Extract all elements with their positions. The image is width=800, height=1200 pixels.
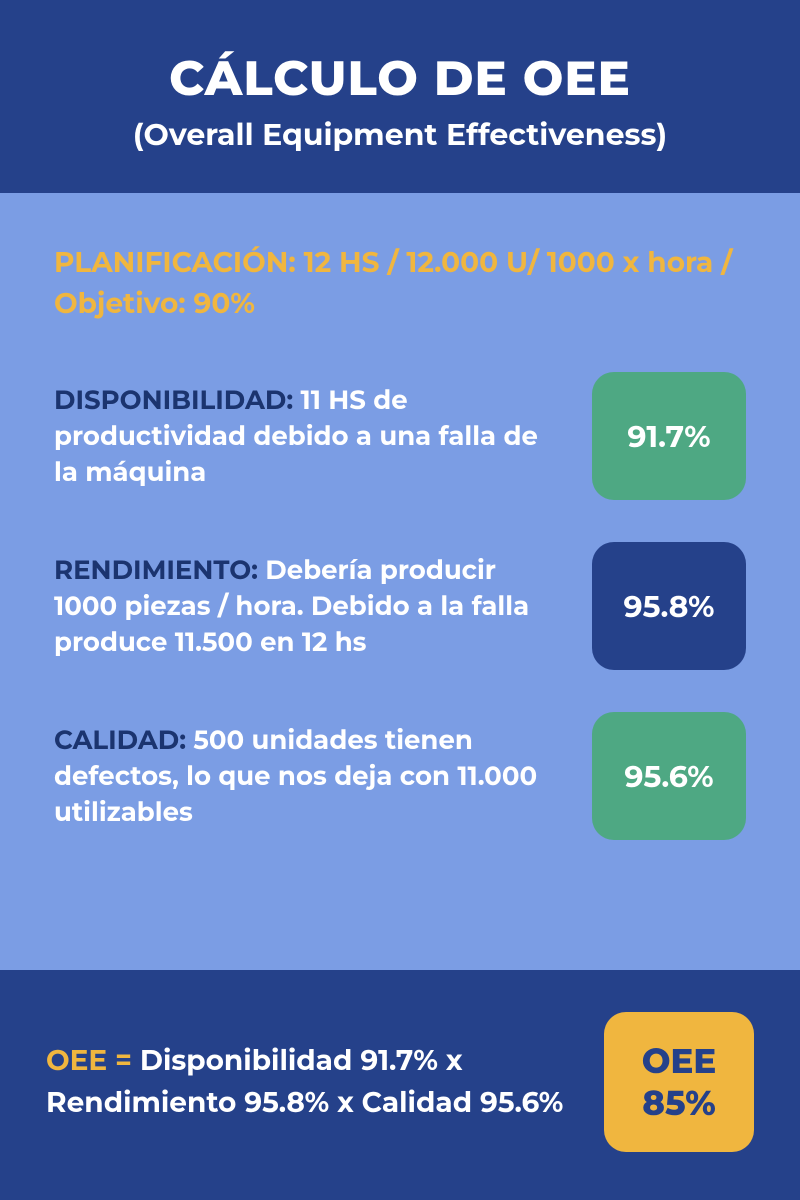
metric-availability: DISPONIBILIDAD: 11 HS de productividad d… [54, 372, 746, 500]
subtitle: (Overall Equipment Effectiveness) [40, 116, 760, 153]
metric-desc: RENDIMIENTO: Debería producir 1000 pieza… [54, 552, 566, 661]
main-title: CÁLCULO DE OEE [40, 50, 760, 108]
infographic-container: CÁLCULO DE OEE (Overall Equipment Effect… [0, 0, 800, 1200]
metric-badge: 91.7% [592, 372, 746, 500]
metric-performance: RENDIMIENTO: Debería producir 1000 pieza… [54, 542, 746, 670]
oee-formula-label: OEE = [46, 1044, 132, 1078]
metric-desc: CALIDAD: 500 unidades tienen defectos, l… [54, 722, 566, 831]
metric-quality: CALIDAD: 500 unidades tienen defectos, l… [54, 712, 746, 840]
oee-result-badge: OEE 85% [604, 1012, 754, 1152]
header: CÁLCULO DE OEE (Overall Equipment Effect… [0, 0, 800, 193]
metrics-list: DISPONIBILIDAD: 11 HS de productividad d… [54, 372, 746, 840]
formula-text: OEE = Disponibilidad 91.7% x Rendimiento… [46, 1040, 580, 1124]
oee-badge-value: 85% [642, 1082, 716, 1125]
metric-label: CALIDAD: [54, 724, 186, 756]
planning-label: PLANIFICACIÓN: [54, 246, 296, 280]
metric-label: DISPONIBILIDAD: [54, 384, 293, 416]
metric-label: RENDIMIENTO: [54, 554, 258, 586]
planning-text: PLANIFICACIÓN: 12 HS / 12.000 U/ 1000 x … [54, 243, 746, 324]
metric-badge: 95.6% [592, 712, 746, 840]
footer: OEE = Disponibilidad 91.7% x Rendimiento… [0, 970, 800, 1200]
oee-badge-label: OEE [642, 1040, 716, 1083]
body-section: PLANIFICACIÓN: 12 HS / 12.000 U/ 1000 x … [0, 193, 800, 970]
metric-desc: DISPONIBILIDAD: 11 HS de productividad d… [54, 382, 566, 491]
metric-badge: 95.8% [592, 542, 746, 670]
